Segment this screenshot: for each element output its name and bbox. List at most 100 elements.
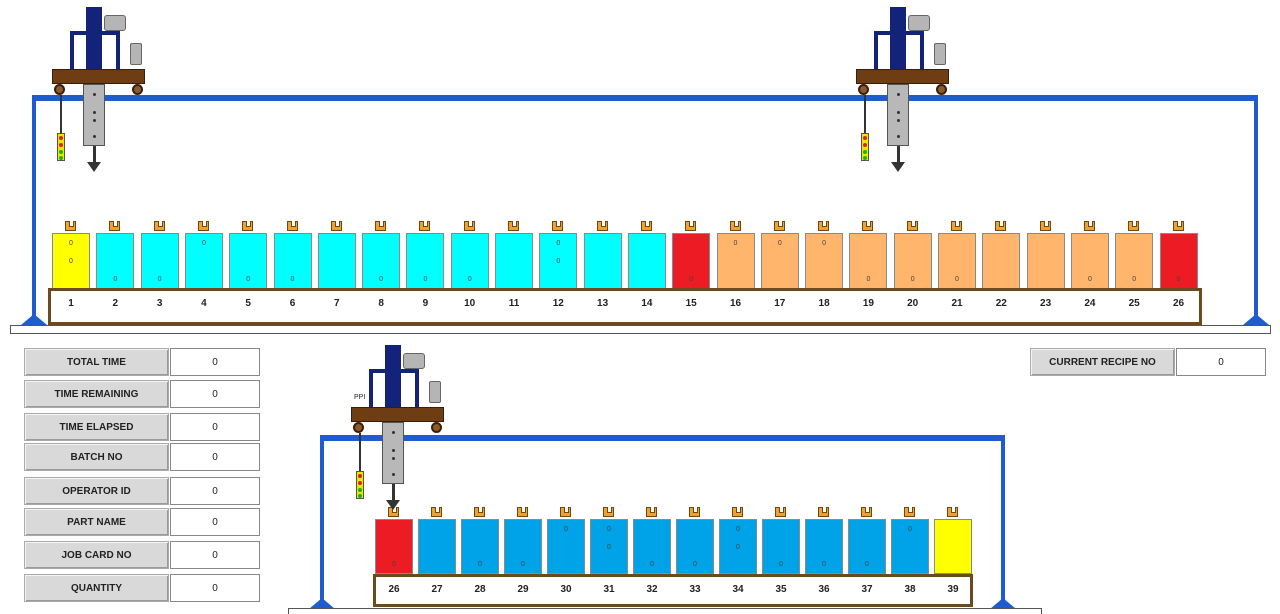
tank[interactable]: 0 xyxy=(406,233,445,289)
line2-top-rail xyxy=(320,435,1005,441)
station-number: 13 xyxy=(597,298,609,309)
line2-right-post xyxy=(1001,435,1005,603)
tank[interactable]: 0 xyxy=(760,233,799,289)
tank[interactable] xyxy=(583,233,622,289)
tank[interactable]: 0 xyxy=(891,519,929,574)
info-value-field[interactable]: 0 xyxy=(170,443,260,471)
station-number: 6 xyxy=(289,298,296,309)
tank-value: 0 xyxy=(822,561,826,568)
station-number: 22 xyxy=(995,298,1007,309)
info-value-field[interactable]: 0 xyxy=(170,541,260,569)
tank[interactable]: 0 xyxy=(672,233,711,289)
hoist xyxy=(887,84,909,146)
station-number: 17 xyxy=(774,298,786,309)
info-label: TIME REMAINING xyxy=(24,380,169,408)
crane-mast xyxy=(86,7,102,69)
tank-value: 0 xyxy=(777,240,782,247)
line2-number-strip xyxy=(373,574,973,607)
tank[interactable]: 0 xyxy=(893,233,932,289)
tank[interactable]: 0 xyxy=(1070,233,1109,289)
tank[interactable] xyxy=(317,233,356,289)
tank[interactable]: 0 xyxy=(140,233,179,289)
tank[interactable]: 0 xyxy=(450,233,489,289)
tank[interactable]: 0 xyxy=(676,519,714,574)
tank[interactable]: 0 xyxy=(273,233,312,289)
line1-crane-a[interactable] xyxy=(52,7,152,172)
station-number: 25 xyxy=(1128,298,1140,309)
tank[interactable]: 0 xyxy=(633,519,671,574)
crane-frame-left xyxy=(369,369,373,407)
tank[interactable]: 0 xyxy=(849,233,888,289)
tank[interactable]: 0 xyxy=(375,519,413,574)
info-value-field[interactable]: 0 xyxy=(170,574,260,602)
tank[interactable]: 0 xyxy=(461,519,499,574)
hanger-hook-icon xyxy=(861,507,872,517)
tank-value: 0 xyxy=(392,561,396,568)
line1-right-foot xyxy=(1243,314,1269,325)
tank-value: 0 xyxy=(607,544,611,551)
line2-right-foot xyxy=(990,598,1016,609)
hanger-hook-icon xyxy=(375,221,387,231)
tank[interactable]: 0 xyxy=(547,519,585,574)
motor-icon xyxy=(104,15,126,31)
tank[interactable]: 0 xyxy=(762,519,800,574)
station-number: 34 xyxy=(732,584,744,595)
tank[interactable]: 0 xyxy=(805,519,843,574)
info-value-field[interactable]: 0 xyxy=(170,348,260,376)
station-number: 10 xyxy=(464,298,476,309)
crane-beam xyxy=(52,69,145,84)
tank[interactable] xyxy=(1026,233,1065,289)
pendant-control[interactable] xyxy=(861,133,869,161)
tank[interactable]: 0 xyxy=(184,233,223,289)
pendant-control[interactable] xyxy=(57,133,65,161)
tank[interactable]: 0 xyxy=(1159,233,1198,289)
tank-value: 0 xyxy=(736,544,740,551)
station-number: 18 xyxy=(818,298,830,309)
line1-left-foot xyxy=(21,314,47,325)
tank[interactable]: 0 xyxy=(1115,233,1154,289)
tank[interactable] xyxy=(982,233,1021,289)
info-label: JOB CARD NO xyxy=(24,541,169,569)
line2-crane[interactable]: PPI xyxy=(351,345,451,510)
hanger-hook-icon xyxy=(153,221,165,231)
hanger-hook-icon xyxy=(286,221,298,231)
station-number: 27 xyxy=(431,584,443,595)
station-number: 32 xyxy=(646,584,658,595)
motor-icon xyxy=(403,353,425,369)
tank[interactable]: 0 xyxy=(229,233,268,289)
arrow-down-icon xyxy=(87,162,101,172)
tank-value: 0 xyxy=(467,276,472,283)
tank[interactable]: 0 xyxy=(96,233,135,289)
info-value-field[interactable]: 0 xyxy=(170,380,260,408)
info-value-field[interactable]: 0 xyxy=(170,508,260,536)
tank[interactable]: 0 xyxy=(938,233,976,289)
tank[interactable]: 0 xyxy=(805,233,844,289)
line1-crane-b[interactable] xyxy=(856,7,956,172)
tank-value: 0 xyxy=(201,240,206,247)
tank[interactable] xyxy=(418,519,456,574)
station-number: 1 xyxy=(68,298,74,309)
tank[interactable] xyxy=(627,233,666,289)
tank[interactable] xyxy=(934,519,972,574)
station-number: 11 xyxy=(508,298,520,309)
tank[interactable]: 0 xyxy=(504,519,542,574)
hanger-hook-icon xyxy=(904,507,915,517)
info-value-field[interactable]: 0 xyxy=(170,477,260,505)
crane-beam xyxy=(856,69,949,84)
tank[interactable]: 0 xyxy=(716,233,755,289)
info-value-field[interactable]: 0 xyxy=(170,413,260,441)
tank-value: 0 xyxy=(736,526,740,533)
info-label: QUANTITY xyxy=(24,574,169,602)
pendant-control[interactable] xyxy=(356,471,364,499)
tank[interactable]: 0 xyxy=(362,233,401,289)
tank[interactable] xyxy=(495,233,533,289)
station-number: 31 xyxy=(603,584,615,595)
current-recipe-value[interactable]: 0 xyxy=(1176,348,1266,376)
tank[interactable]: 0 xyxy=(848,519,886,574)
hanger-hook-icon xyxy=(1128,221,1140,231)
hanger-hook-icon xyxy=(419,221,431,231)
